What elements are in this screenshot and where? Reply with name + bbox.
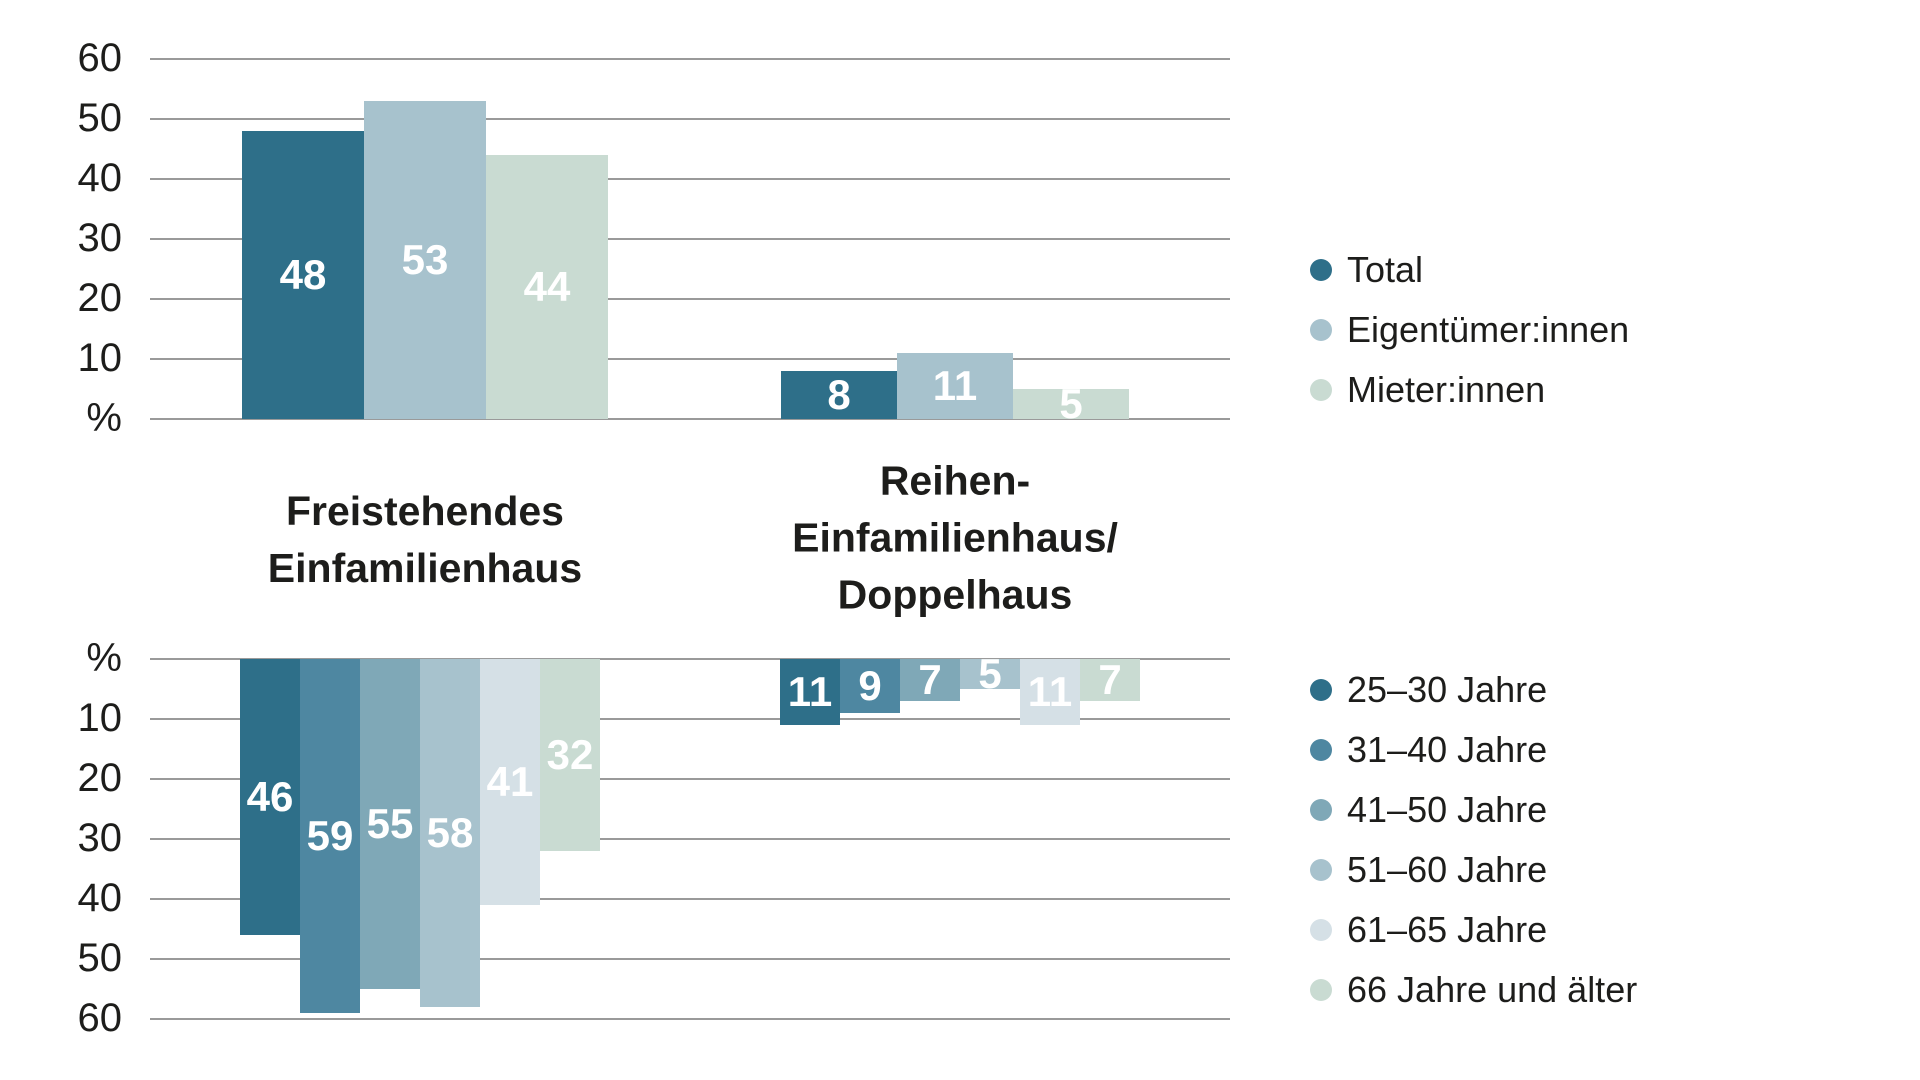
y-axis-tick-label: 60 xyxy=(77,996,123,1041)
legend-label: 41–50 Jahre xyxy=(1347,789,1548,830)
legend-item: 61–65 Jahre xyxy=(1310,912,1547,948)
bar-value-label: 8 xyxy=(827,371,851,418)
y-axis-tick-label: 30 xyxy=(77,216,123,261)
gridline xyxy=(150,58,1230,60)
bar-value-label: 32 xyxy=(546,731,594,778)
y-axis-tick-label: 60 xyxy=(77,36,123,81)
bar-value-label: 59 xyxy=(306,812,354,859)
bar-value-label: 11 xyxy=(932,362,978,409)
bar-value-label: 55 xyxy=(366,800,414,847)
gridline xyxy=(150,898,1230,900)
bar-value-label: 44 xyxy=(523,263,571,310)
bar-value-label: 41 xyxy=(486,758,534,805)
legend-label: 25–30 Jahre xyxy=(1347,669,1548,710)
legend-dot-icon xyxy=(1310,379,1332,401)
legend-dot-icon xyxy=(1310,919,1332,941)
bar-value-label: 48 xyxy=(279,251,327,298)
y-axis-tick-label: 50 xyxy=(77,936,123,981)
legend-item: 51–60 Jahre xyxy=(1310,852,1547,888)
gridline xyxy=(150,298,1230,300)
legend-label: 51–60 Jahre xyxy=(1347,849,1548,890)
legend-item: 25–30 Jahre xyxy=(1310,672,1547,708)
legend-label: 61–65 Jahre xyxy=(1347,909,1548,950)
legend-item: Total xyxy=(1310,252,1423,288)
bar: 7 xyxy=(1080,659,1140,701)
gridline xyxy=(150,418,1230,420)
bar-value-label: 53 xyxy=(401,236,449,283)
legend-label: 66 Jahre und älter xyxy=(1347,969,1638,1010)
gridline xyxy=(150,238,1230,240)
y-axis-tick-label: 50 xyxy=(77,96,123,141)
y-axis-tick-label: 20 xyxy=(77,756,123,801)
bar: 58 xyxy=(420,659,480,1007)
legend-item: 41–50 Jahre xyxy=(1310,792,1547,828)
gridline xyxy=(150,838,1230,840)
legend-dot-icon xyxy=(1310,739,1332,761)
bar: 5 xyxy=(960,653,1020,695)
bar: 8 xyxy=(781,371,897,419)
gridline xyxy=(150,1018,1230,1020)
bar: 11 xyxy=(1020,659,1080,725)
legend-dot-icon xyxy=(1310,799,1332,821)
legend-label: Total xyxy=(1347,249,1424,290)
y-axis-tick-label: % xyxy=(86,636,122,681)
bar: 9 xyxy=(840,659,900,713)
y-axis-tick-label: 40 xyxy=(77,876,123,921)
legend-label: 31–40 Jahre xyxy=(1347,729,1548,770)
legend-dot-icon xyxy=(1310,859,1332,881)
y-axis-tick-label: 30 xyxy=(77,816,123,861)
bar: 32 xyxy=(540,659,600,851)
gridline xyxy=(150,118,1230,120)
y-axis-tick-label: 20 xyxy=(77,276,123,321)
bar: 46 xyxy=(240,659,300,935)
bar-value-label: 7 xyxy=(1098,656,1122,703)
gridline xyxy=(150,718,1230,720)
bar: 7 xyxy=(900,659,960,701)
gridline xyxy=(150,778,1230,780)
y-axis-tick-label: 10 xyxy=(77,696,123,741)
legend-dot-icon xyxy=(1310,319,1332,341)
legend-item: Mieter:innen xyxy=(1310,372,1545,408)
legend-label: Eigentümer:innen xyxy=(1347,309,1630,350)
y-axis-tick-label: 40 xyxy=(77,156,123,201)
bar-value-label: 58 xyxy=(426,809,474,856)
bar-value-label: 46 xyxy=(246,773,294,820)
bar: 59 xyxy=(300,659,360,1013)
bar: 44 xyxy=(486,155,608,419)
y-axis-tick-label: 10 xyxy=(77,336,123,381)
legend-item: Eigentümer:innen xyxy=(1310,312,1629,348)
legend-dot-icon xyxy=(1310,979,1332,1001)
bar: 53 xyxy=(364,101,486,419)
bar-value-label: 11 xyxy=(1027,668,1073,715)
bar: 41 xyxy=(480,659,540,905)
bar: 55 xyxy=(360,659,420,989)
gridline xyxy=(150,958,1230,960)
bar: 11 xyxy=(897,353,1013,419)
gridline xyxy=(150,178,1230,180)
bar-value-label: 5 xyxy=(978,650,1002,697)
gridline xyxy=(150,358,1230,360)
legend-dot-icon xyxy=(1310,259,1332,281)
bar-value-label: 9 xyxy=(858,662,882,709)
gridline xyxy=(150,658,1230,660)
legend-dot-icon xyxy=(1310,679,1332,701)
category-title: Freistehendes Einfamilienhaus xyxy=(267,488,583,591)
category-title: Reihen- Einfamilienhaus/ Doppelhaus xyxy=(792,457,1118,618)
bar: 48 xyxy=(242,131,364,419)
legend-item: 66 Jahre und älter xyxy=(1310,972,1637,1008)
bar: 11 xyxy=(780,659,840,725)
bar-value-label: 7 xyxy=(918,656,942,703)
bar-value-label: 11 xyxy=(787,668,833,715)
bar: 5 xyxy=(1013,383,1129,425)
legend-label: Mieter:innen xyxy=(1347,369,1546,410)
bar-value-label: 5 xyxy=(1059,380,1083,427)
y-axis-tick-label: % xyxy=(86,396,122,441)
legend-item: 31–40 Jahre xyxy=(1310,732,1547,768)
